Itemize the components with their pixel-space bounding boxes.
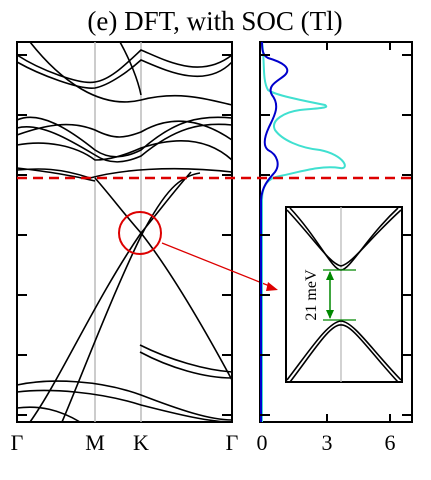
band-up-8 xyxy=(119,41,142,96)
inset-lower-band-1 xyxy=(286,320,402,381)
x-tick-m: M xyxy=(85,430,105,455)
dirac-point-highlight xyxy=(118,211,162,255)
gap-label: 21 meV xyxy=(303,269,320,321)
band-low-2 xyxy=(16,389,233,423)
gap-arrow-head-top xyxy=(326,271,334,280)
x-tick-gamma-right: Γ xyxy=(226,430,239,455)
band-curves xyxy=(16,41,233,423)
zoom-arrow xyxy=(161,242,273,288)
inset-upper-band-1 xyxy=(286,209,402,267)
band-low-1 xyxy=(16,380,233,421)
inset-frame xyxy=(285,206,403,383)
band-up-7 xyxy=(29,41,233,106)
x-tick-k: K xyxy=(133,430,149,455)
band-dirac-3 xyxy=(61,172,201,423)
chart-title: (e) DFT, with SOC (Tl) xyxy=(87,6,342,36)
band-fermi-2 xyxy=(16,167,96,182)
dos-x-tick-6: 6 xyxy=(385,430,396,455)
dos-y-ticks xyxy=(260,42,412,422)
inset-panel: 21 meV xyxy=(285,206,403,383)
dos-blue-curve xyxy=(260,41,289,422)
inset-lower-band-2 xyxy=(289,324,399,383)
band-fermi-1 xyxy=(16,167,233,179)
band-panel-frame xyxy=(16,41,233,423)
dos-x-tick-3: 3 xyxy=(322,430,333,455)
band-panel: Γ M K Γ xyxy=(11,41,278,455)
band-up-4 xyxy=(16,140,233,161)
band-up-5 xyxy=(16,49,233,84)
band-dirac-2 xyxy=(94,177,233,381)
band-low-4 xyxy=(139,351,233,379)
band-up-3 xyxy=(16,120,233,141)
zoom-arrow-head xyxy=(266,282,278,291)
band-y-ticks xyxy=(17,54,232,416)
band-low-3 xyxy=(139,344,233,373)
gap-arrow-head-bottom xyxy=(326,310,334,319)
band-up-2 xyxy=(16,123,233,163)
dos-cyan-curve xyxy=(261,41,346,422)
x-tick-gamma-left: Γ xyxy=(11,430,24,455)
band-up-6 xyxy=(16,59,233,89)
dos-x-tick-0: 0 xyxy=(257,430,268,455)
band-dirac-1 xyxy=(29,171,192,423)
dos-panel: 0 3 6 xyxy=(257,41,413,455)
band-low-5 xyxy=(16,406,81,423)
